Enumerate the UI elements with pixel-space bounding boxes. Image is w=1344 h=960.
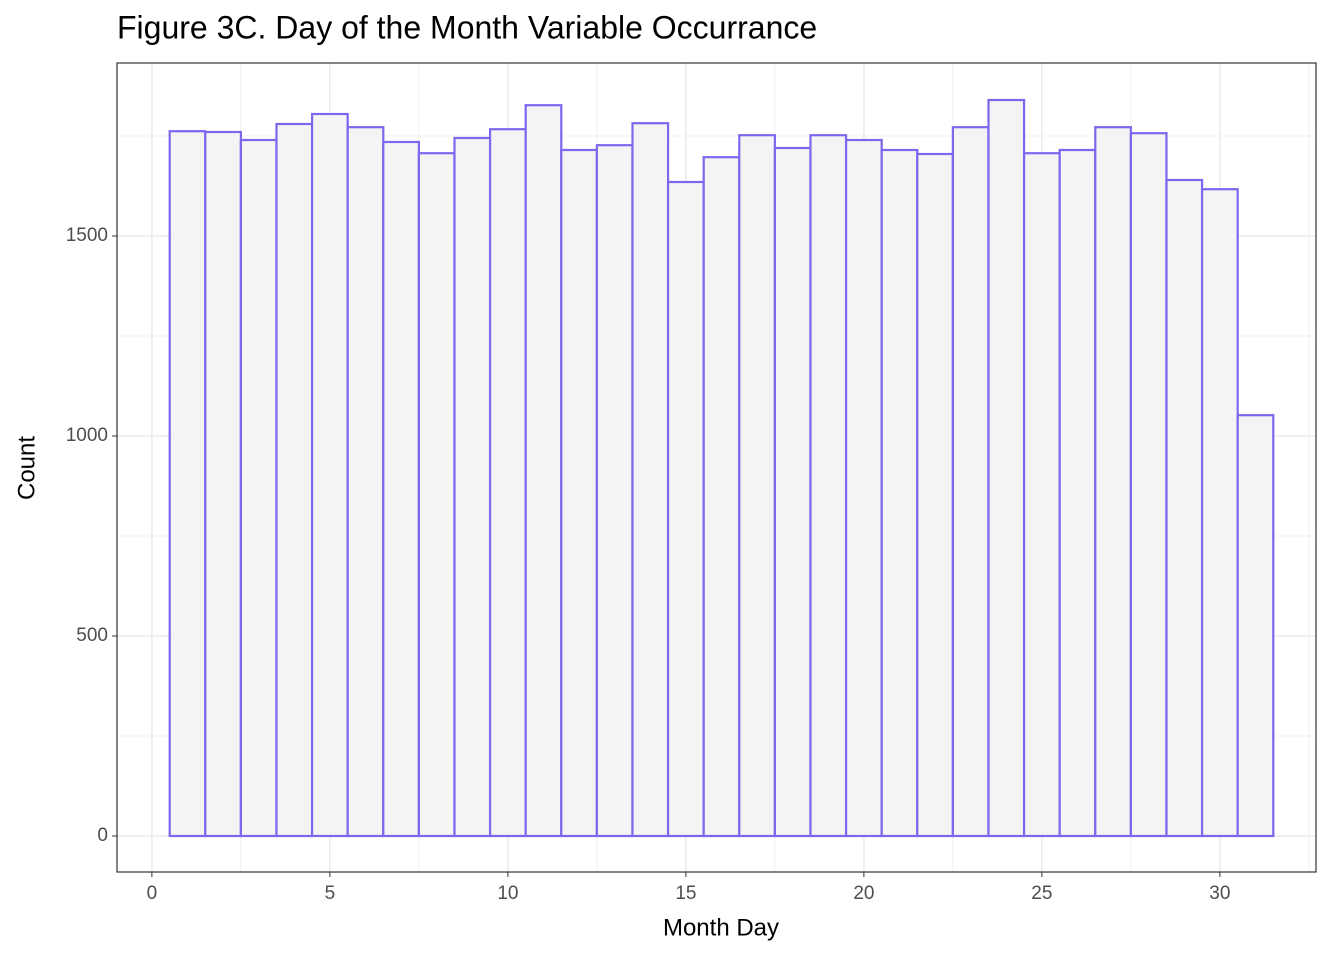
bar [809,134,848,838]
x-tick-label: 20 [853,883,874,904]
bar [1165,178,1204,838]
bar [595,144,634,838]
bar [488,128,527,838]
x-tick-label: 5 [325,883,336,904]
y-tick-label: 1000 [66,425,108,446]
y-tick-label: 0 [97,825,108,846]
bar [738,134,776,838]
y-axis-label: Count [13,436,40,500]
bar [1058,148,1097,838]
bar [1094,126,1132,838]
bar [951,126,990,838]
bar [880,148,919,838]
bar [168,130,207,838]
bar [1022,152,1061,838]
bar [987,98,1026,838]
bar [844,138,883,838]
bar [702,156,741,838]
y-tick-label: 1500 [66,225,108,246]
bar [453,136,492,838]
bar [1200,188,1239,838]
panel-border [116,62,1317,873]
x-tick-label: 15 [675,883,696,904]
x-axis-label: Month Day [663,914,779,941]
bar [1236,414,1275,838]
x-tick-label: 30 [1209,883,1230,904]
bar [560,148,598,838]
bar [417,152,456,838]
bar [916,152,954,838]
bar [524,104,563,838]
bar [204,130,242,838]
bar [382,140,420,838]
bar [1129,132,1168,838]
bar [275,122,314,838]
chart-title: Figure 3C. Day of the Month Variable Occ… [117,9,817,45]
x-tick-label: 0 [147,883,158,904]
bar [666,180,705,838]
y-tick-label: 500 [76,625,108,646]
bar [239,138,278,838]
bar [773,146,812,838]
bar [310,112,349,838]
bar [346,126,385,838]
bar [631,122,670,838]
x-tick-label: 10 [497,883,518,904]
x-tick-label: 25 [1031,883,1052,904]
